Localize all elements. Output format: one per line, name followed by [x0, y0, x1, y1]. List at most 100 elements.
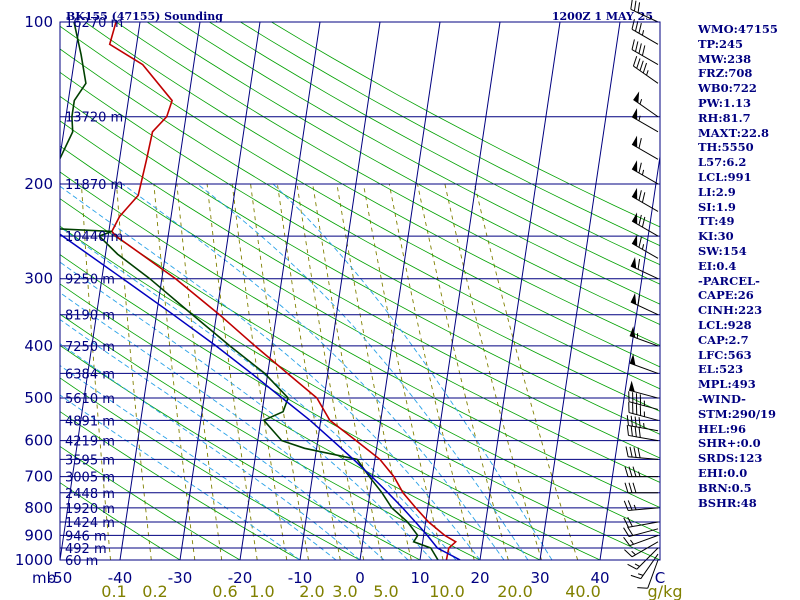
isotherm-line — [60, 22, 81, 160]
dry-adiabat-line — [60, 283, 541, 560]
isotherm-line — [359, 22, 441, 560]
temperature-tick-label: 40 — [590, 569, 609, 587]
wind-barb-pennant — [632, 160, 638, 172]
moist-adiabat-line — [60, 318, 385, 560]
temperature-tick-label: 0 — [355, 569, 365, 587]
wind-barb — [623, 526, 659, 538]
moist-adiabat-line — [60, 292, 409, 560]
wind-barb — [630, 0, 659, 23]
wind-barb-pennant — [630, 256, 637, 269]
wind-barb-flag — [638, 138, 642, 149]
index-line: SRDS:123 — [698, 451, 763, 466]
mixing-ratio-line — [444, 183, 542, 560]
pressure-tick-label: 600 — [24, 432, 53, 450]
wind-barb — [629, 326, 659, 347]
wind-barb-flag — [630, 574, 641, 580]
height-label: 4219 m — [65, 435, 115, 450]
wind-barb-flag — [638, 162, 642, 174]
moist-adiabat-line — [272, 183, 553, 560]
wind-barb-flag — [627, 563, 638, 570]
mixing-ratio-tick-label: 20.0 — [497, 582, 533, 600]
index-line: EL:523 — [698, 362, 744, 377]
mixing-ratio-tick-label: 0.2 — [142, 582, 167, 600]
mixing-ratio-line — [176, 183, 223, 560]
moist-adiabat-line — [197, 183, 529, 560]
wind-barb-staff — [629, 335, 659, 347]
wind-barb-flag — [625, 446, 629, 457]
wind-barb-staff — [631, 116, 659, 133]
wind-barb-flag — [634, 20, 639, 32]
wind-barb — [623, 500, 659, 511]
dry-adiabat-line — [271, 22, 660, 228]
index-line: RH:81.7 — [698, 110, 751, 125]
index-line: TT:49 — [698, 214, 735, 229]
height-label: 1920 m — [65, 502, 115, 517]
mixing-ratio-tick-label: 1.0 — [249, 582, 274, 600]
wind-barb-staff — [628, 424, 659, 432]
wind-barb-flag — [636, 58, 641, 69]
index-line: HEL:96 — [698, 421, 746, 436]
dry-adiabat-line — [60, 225, 660, 560]
wind-barb — [623, 516, 659, 528]
isotherm-line — [479, 22, 561, 560]
isotherm-line — [419, 22, 501, 560]
dry-adiabat-line — [115, 22, 660, 325]
index-line: CAPE:26 — [698, 288, 754, 303]
index-line: SHR+:0.0 — [698, 436, 761, 451]
index-line: MAXT:22.8 — [698, 125, 769, 140]
wind-barb — [628, 391, 659, 410]
wind-barb-pennant — [630, 292, 637, 305]
index-line: KI:30 — [698, 229, 734, 244]
mixing-ratio-tick-label: 5.0 — [373, 582, 398, 600]
wind-barb-flag — [624, 466, 629, 477]
temperature-tick-label: 10 — [410, 569, 429, 587]
wind-barb-pennant — [629, 326, 636, 338]
wind-barb-pennant — [629, 380, 635, 392]
dry-adiabat-line — [84, 22, 660, 346]
sounding-traces — [60, 22, 461, 560]
wind-barb-flag — [630, 425, 633, 437]
wind-barb-flag — [641, 45, 646, 56]
wind-barb-flag — [637, 258, 641, 270]
pressure-tick-label: 900 — [24, 526, 53, 544]
mixing-ratio-tick-label: g/kg — [648, 582, 683, 600]
mixing-ratio-line — [474, 183, 579, 560]
wind-barb-pennant — [632, 135, 638, 148]
wind-barb-flag — [641, 192, 646, 203]
wind-barb-flag — [630, 415, 633, 427]
wind-barb-flag — [638, 190, 642, 201]
mixing-ratio-line — [388, 183, 475, 560]
temperature-tick-label: -10 — [288, 569, 313, 587]
isotherm-line — [119, 22, 201, 560]
wind-barb — [628, 380, 659, 399]
wind-barb — [631, 212, 659, 237]
wind-barb-half-flag — [641, 30, 645, 36]
wind-barb-staff — [628, 456, 659, 460]
wind-barb-flag — [634, 416, 637, 427]
index-line: MPL:493 — [698, 377, 756, 392]
wind-barb-flag — [628, 466, 633, 477]
pressure-unit-label: mb — [32, 569, 56, 587]
wind-barb-flag — [638, 417, 641, 428]
wind-barb-staff — [628, 507, 659, 511]
height-label: 3595 m — [65, 453, 115, 468]
wind-barb-pennant — [632, 212, 638, 225]
wind-barb-pennant — [632, 108, 638, 120]
index-line: WB0:722 — [698, 81, 757, 96]
parcel-trace — [60, 233, 461, 560]
height-label: 16270 m — [65, 16, 123, 31]
dry-adiabat-line — [60, 377, 361, 560]
isotherm-line — [239, 22, 321, 560]
index-line: LCL:928 — [698, 317, 752, 332]
wind-barb-pennant — [632, 234, 638, 247]
wind-barb-flag — [639, 60, 644, 71]
wind-barb-half-flag — [643, 423, 645, 429]
isotherm-line — [299, 22, 381, 560]
index-line: EHI:0.0 — [698, 465, 748, 480]
wind-barb — [630, 256, 659, 280]
wind-barb-flag — [626, 425, 629, 436]
wind-barb — [627, 547, 659, 570]
dry-adiabat-line — [178, 22, 660, 285]
moist-adiabat-line — [60, 343, 361, 560]
